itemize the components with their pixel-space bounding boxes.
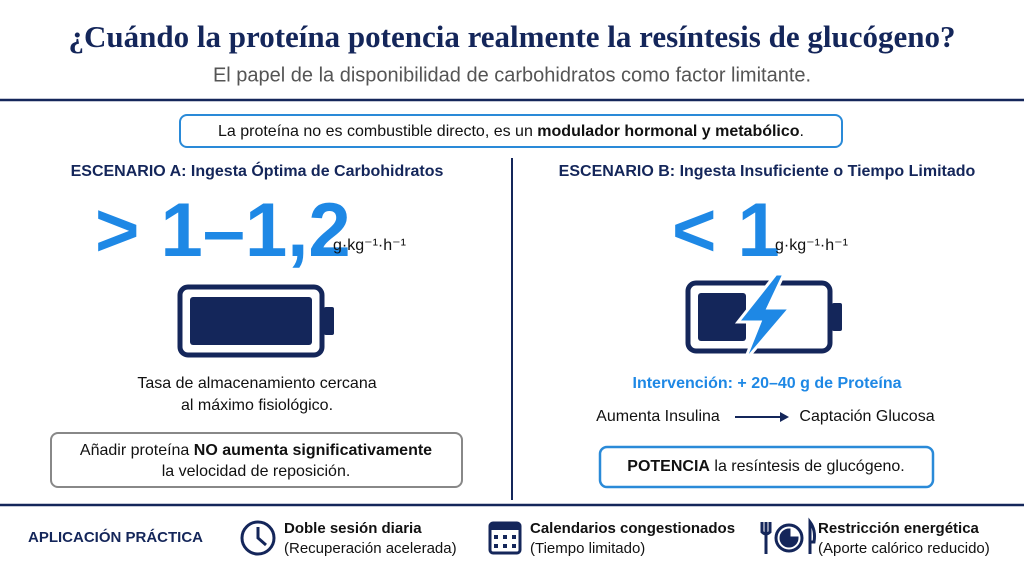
description-line: al máximo fisiológico. bbox=[181, 397, 333, 414]
note-line: la velocidad de reposición. bbox=[162, 463, 351, 480]
description-line: Tasa de almacenamiento cercana bbox=[137, 375, 376, 392]
text-part: la resíntesis de glucógeno. bbox=[710, 458, 905, 475]
intervention: Intervención: + 20–40 g de Proteína bbox=[633, 375, 902, 392]
footer-label: APLICACIÓN PRÁCTICA bbox=[28, 528, 203, 546]
title: ¿Cuándo la proteína potencia realmente l… bbox=[69, 19, 956, 54]
battery-tip bbox=[324, 307, 334, 335]
battery-outline bbox=[685, 280, 833, 354]
footer-item-title: Calendarios congestionados bbox=[530, 520, 735, 537]
footer-item-detail: (Tiempo limitado) bbox=[530, 540, 645, 557]
footer-items: Doble sesión diaria (Recuperación acelera… bbox=[284, 520, 990, 557]
plate-icon bbox=[760, 517, 816, 554]
text-part: POTENCIA bbox=[627, 458, 710, 475]
text-part: . bbox=[800, 123, 804, 140]
flow-from: Aumenta Insulina bbox=[596, 408, 720, 425]
flow-arrowhead bbox=[780, 412, 789, 422]
scenario-unit: g·kg⁻¹·h⁻¹ bbox=[333, 237, 406, 254]
lightning-icon bbox=[734, 272, 794, 363]
text-part: NO aumenta significativamente bbox=[194, 442, 432, 459]
text-part: Añadir proteína bbox=[80, 442, 194, 459]
flow-to: Captación Glucosa bbox=[799, 408, 934, 425]
footer-item-detail: (Aporte calórico reducido) bbox=[818, 540, 990, 557]
callout-text: La proteína no es combustible directo, e… bbox=[218, 123, 804, 140]
scenario-value: > 1–1,2 bbox=[95, 188, 351, 273]
battery-outline bbox=[177, 284, 325, 358]
scenario-value: < 1 bbox=[672, 188, 780, 273]
subtitle: El papel de la disponibilidad de carbohi… bbox=[213, 64, 811, 86]
callout-box bbox=[179, 114, 843, 148]
clock-icon bbox=[240, 520, 276, 556]
battery-tip bbox=[832, 303, 842, 331]
text-part: La proteína no es combustible directo, e… bbox=[218, 123, 537, 140]
text-part: modulador hormonal y metabólico bbox=[537, 123, 799, 140]
footer-item-detail: (Recuperación acelerada) bbox=[284, 540, 457, 557]
scenario-heading: ESCENARIO A: Ingesta Óptima de Carbohidr… bbox=[71, 161, 444, 180]
note-line: POTENCIA la resíntesis de glucógeno. bbox=[627, 458, 904, 475]
battery-fill bbox=[698, 293, 746, 341]
battery-fill bbox=[190, 297, 312, 345]
text-part: la velocidad de reposición. bbox=[162, 463, 351, 480]
footer-item-title: Doble sesión diaria bbox=[284, 520, 422, 537]
note-line: Añadir proteína NO aumenta significativa… bbox=[80, 442, 432, 459]
calendar-icon bbox=[488, 521, 522, 555]
scenario-unit: g·kg⁻¹·h⁻¹ bbox=[775, 237, 848, 254]
note-box bbox=[598, 445, 935, 489]
scenario-heading: ESCENARIO B: Ingesta Insuficiente o Tiem… bbox=[559, 163, 976, 180]
note-box bbox=[50, 432, 463, 488]
footer-item-title: Restricción energética bbox=[818, 520, 980, 537]
